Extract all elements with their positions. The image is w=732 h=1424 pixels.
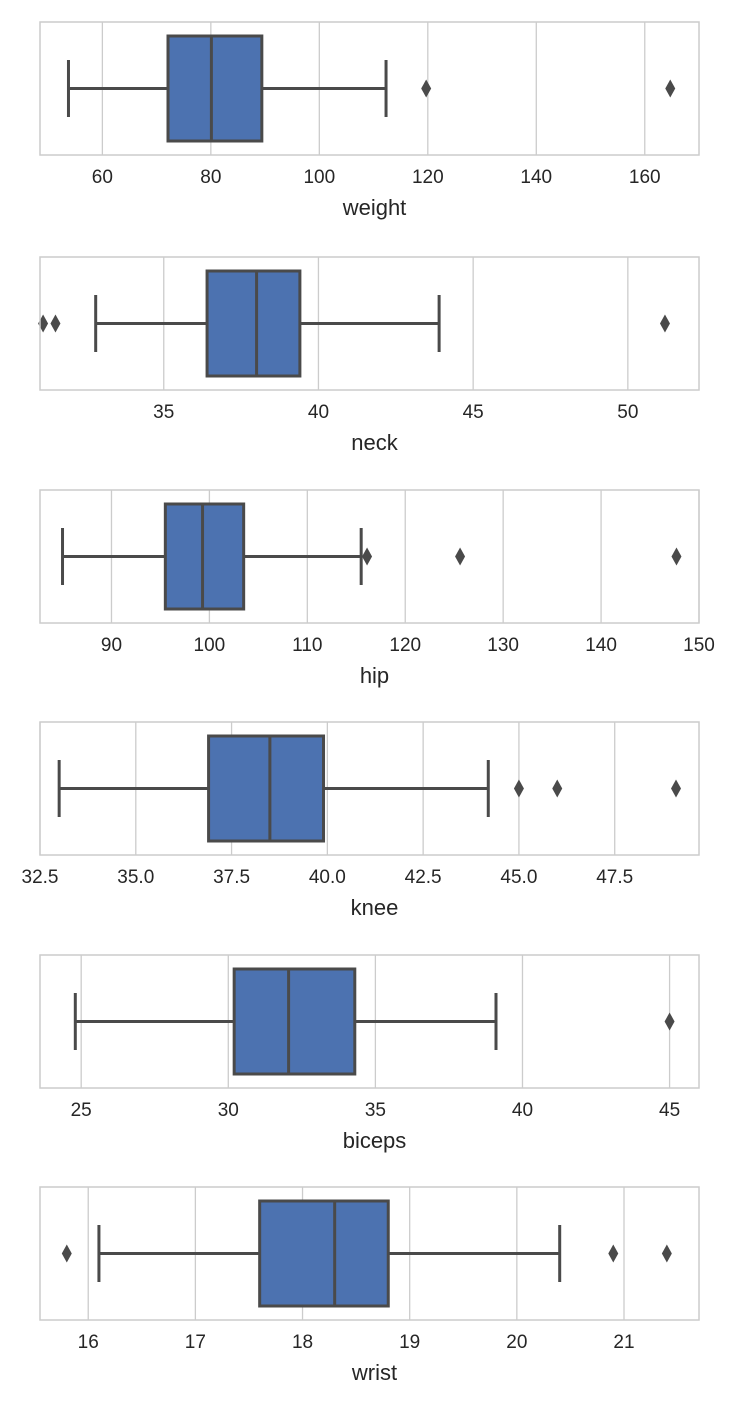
x-tick-label: 37.5 [213,867,250,888]
x-axis-label: knee [351,895,399,920]
x-tick-label: 150 [683,635,715,656]
x-tick-label: 100 [194,635,226,656]
outlier-point [661,1244,672,1263]
iqr-box [207,734,326,843]
x-tick-label: 30 [218,1100,239,1121]
plot-frame [39,489,700,624]
panel-neck: 35 40 45 50 neck [38,256,700,455]
x-tick-label: 45.0 [500,867,537,888]
outlier-point [659,314,670,333]
x-axis-label: wrist [351,1360,397,1385]
x-tick-label: 45 [659,1100,680,1121]
x-tick-label: 17 [185,1332,206,1353]
outlier-point [455,547,466,566]
outlier-point [362,547,373,566]
x-tick-label: 80 [200,167,221,188]
x-tick-label: 160 [629,167,661,188]
outlier-point [513,779,524,798]
x-axis-label: biceps [343,1128,407,1153]
panel-hip: 90 100 110 120 130 140 150 hip [39,489,715,688]
outlier-point [664,1012,675,1031]
x-axis-label: neck [351,430,398,455]
x-tick-label: 16 [78,1332,99,1353]
iqr-box [163,502,246,611]
outlier-point [665,79,676,98]
x-tick-label: 35 [365,1100,386,1121]
x-tick-label: 130 [487,635,519,656]
x-tick-label: 25 [71,1100,92,1121]
x-tick-label: 20 [506,1332,527,1353]
x-tick-label: 18 [292,1332,313,1353]
x-tick-label: 35.0 [117,867,154,888]
iqr-box [258,1199,390,1308]
x-tick-label: 50 [617,402,638,423]
x-tick-label: 45 [463,402,484,423]
x-tick-label: 42.5 [405,867,442,888]
plot-frame [39,256,700,391]
x-axis-label: hip [360,663,389,688]
x-tick-label: 60 [92,167,113,188]
panel-knee: 32.5 35.0 37.5 40.0 42.5 45.0 47.5 knee [22,721,700,920]
outlier-point [608,1244,619,1263]
x-tick-label: 47.5 [596,867,633,888]
x-tick-label: 120 [412,167,444,188]
panel-wrist: 16 17 18 19 20 21 wrist [39,1186,700,1385]
x-tick-label: 120 [389,635,421,656]
x-tick-label: 40.0 [309,867,346,888]
x-tick-label: 19 [399,1332,420,1353]
outlier-point [61,1244,72,1263]
plot-frame [39,721,700,856]
x-tick-label: 21 [613,1332,634,1353]
x-tick-label: 100 [303,167,335,188]
outlier-point [671,547,682,566]
plot-frame [39,1186,700,1321]
x-tick-label: 40 [512,1100,533,1121]
x-tick-label: 140 [520,167,552,188]
x-axis-label: weight [342,195,407,220]
x-tick-label: 140 [585,635,617,656]
outlier-point [671,779,682,798]
iqr-box [205,269,302,378]
x-tick-label: 110 [292,635,322,656]
x-tick-label: 35 [153,402,174,423]
plot-frame [39,954,700,1089]
panel-biceps: 25 30 35 40 45 biceps [39,954,700,1153]
x-tick-label: 90 [101,635,122,656]
iqr-box [166,34,264,143]
x-tick-label: 32.5 [22,867,59,888]
outlier-point [50,314,61,333]
panel-weight: 60 80 100 120 140 160 weight [39,21,700,220]
iqr-box [232,967,357,1076]
outlier-point [552,779,563,798]
x-tick-label: 40 [308,402,329,423]
outlier-point [421,79,432,98]
plot-frame [39,21,700,156]
